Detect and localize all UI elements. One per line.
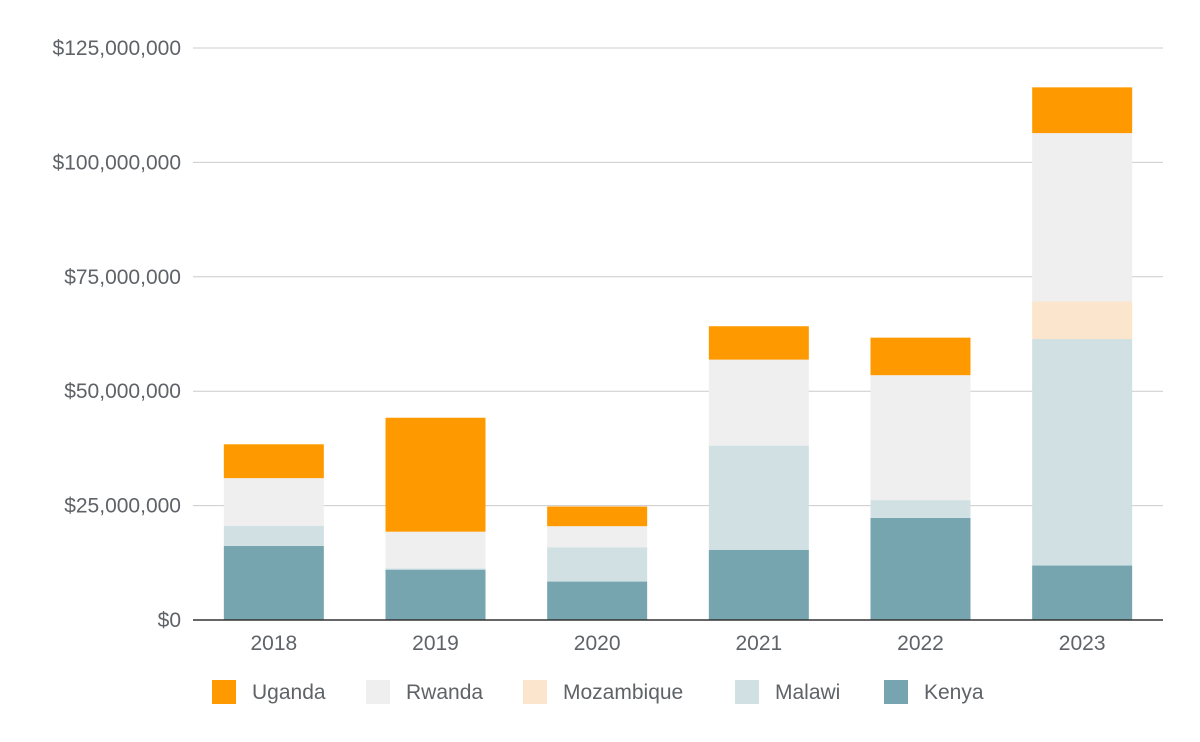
bar-segment-uganda-2019	[385, 417, 486, 532]
bar-segment-rwanda-2019	[385, 531, 486, 569]
bar-segment-kenya-2019	[385, 569, 486, 620]
bar-segment-malawi-2019	[385, 568, 486, 570]
legend-swatch-rwanda	[366, 680, 390, 704]
bar-segment-rwanda-2021	[708, 359, 809, 446]
x-tick-label: 2022	[897, 632, 944, 655]
legend-item-uganda: Uganda	[212, 680, 326, 704]
legend-swatch-mozambique	[523, 680, 547, 704]
bar-segment-uganda-2023	[1032, 87, 1133, 134]
legend-item-mozambique: Mozambique	[523, 680, 683, 704]
x-tick-label: 2018	[250, 632, 297, 655]
bar-stack-2021	[708, 326, 809, 620]
bar-segment-malawi-2018	[223, 525, 324, 546]
bar-segment-kenya-2020	[547, 581, 648, 620]
gridlines	[193, 47, 1163, 507]
bar-segment-kenya-2022	[870, 517, 971, 620]
bar-segment-rwanda-2020	[547, 526, 648, 548]
legend-swatch-malawi	[735, 680, 759, 704]
legend-swatch-uganda	[212, 680, 236, 704]
bar-segment-rwanda-2023	[1032, 133, 1133, 302]
bar-segment-malawi-2022	[870, 500, 971, 518]
y-tick-label: $75,000,000	[64, 266, 181, 289]
legend-label-malawi: Malawi	[775, 681, 840, 704]
x-tick-label: 2019	[412, 632, 459, 655]
legend-label-uganda: Uganda	[252, 681, 326, 704]
bar-segment-malawi-2023	[1032, 339, 1133, 566]
bar-segment-uganda-2018	[223, 444, 324, 479]
bar-segment-kenya-2018	[223, 545, 324, 620]
y-tick-label: $125,000,000	[53, 37, 181, 60]
bar-segment-uganda-2022	[870, 337, 971, 376]
bar-segment-malawi-2021	[708, 445, 809, 550]
bar-segment-kenya-2023	[1032, 565, 1133, 620]
y-tick-label: $50,000,000	[64, 380, 181, 403]
bar-segment-uganda-2020	[547, 506, 648, 527]
x-tick-label: 2021	[735, 632, 782, 655]
bar-segment-rwanda-2022	[870, 375, 971, 501]
bar-segment-uganda-2021	[708, 326, 809, 360]
legend-label-kenya: Kenya	[924, 681, 984, 704]
bars	[223, 87, 1133, 620]
legend-swatch-kenya	[884, 680, 908, 704]
bar-segment-malawi-2020	[547, 547, 648, 582]
bar-segment-mozambique-2023	[1032, 301, 1133, 340]
legend-label-rwanda: Rwanda	[406, 681, 483, 704]
y-tick-label: $0	[158, 609, 181, 632]
legend-item-kenya: Kenya	[884, 680, 984, 704]
bar-stack-2019	[385, 417, 486, 620]
bar-stack-2020	[547, 506, 648, 620]
legend-item-malawi: Malawi	[735, 680, 840, 704]
x-tick-label: 2020	[574, 632, 621, 655]
x-tick-label: 2023	[1059, 632, 1106, 655]
bar-stack-2023	[1032, 87, 1133, 620]
x-axis-tick-labels: 2018 2019 2020 2021 2022 2023	[250, 632, 1105, 655]
legend-label-mozambique: Mozambique	[563, 681, 683, 704]
y-tick-label: $100,000,000	[53, 151, 181, 174]
legend: Uganda Rwanda Mozambique Malawi Kenya	[212, 680, 984, 704]
legend-item-rwanda: Rwanda	[366, 680, 483, 704]
y-axis-tick-labels: $0 $25,000,000 $50,000,000 $75,000,000 $100,…	[53, 37, 181, 632]
bar-stack-2018	[223, 444, 324, 620]
bar-segment-rwanda-2018	[223, 478, 324, 526]
bar-stack-2022	[870, 337, 971, 620]
y-tick-label: $25,000,000	[64, 495, 181, 518]
bar-segment-kenya-2021	[708, 549, 809, 620]
